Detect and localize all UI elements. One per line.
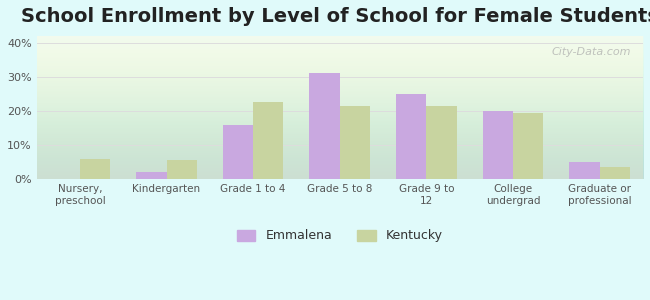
- Bar: [223, 124, 253, 179]
- Bar: [340, 106, 370, 179]
- Text: City-Data.com: City-Data.com: [551, 47, 631, 57]
- Bar: [600, 167, 630, 179]
- Legend: Emmalena, Kentucky: Emmalena, Kentucky: [231, 224, 448, 248]
- Bar: [569, 162, 600, 179]
- Bar: [166, 160, 197, 179]
- Bar: [396, 94, 426, 179]
- Bar: [513, 112, 543, 179]
- Bar: [309, 74, 340, 179]
- Bar: [253, 102, 283, 179]
- Bar: [80, 159, 111, 179]
- Title: School Enrollment by Level of School for Female Students: School Enrollment by Level of School for…: [21, 7, 650, 26]
- Bar: [483, 111, 513, 179]
- Bar: [136, 172, 166, 179]
- Bar: [426, 106, 457, 179]
